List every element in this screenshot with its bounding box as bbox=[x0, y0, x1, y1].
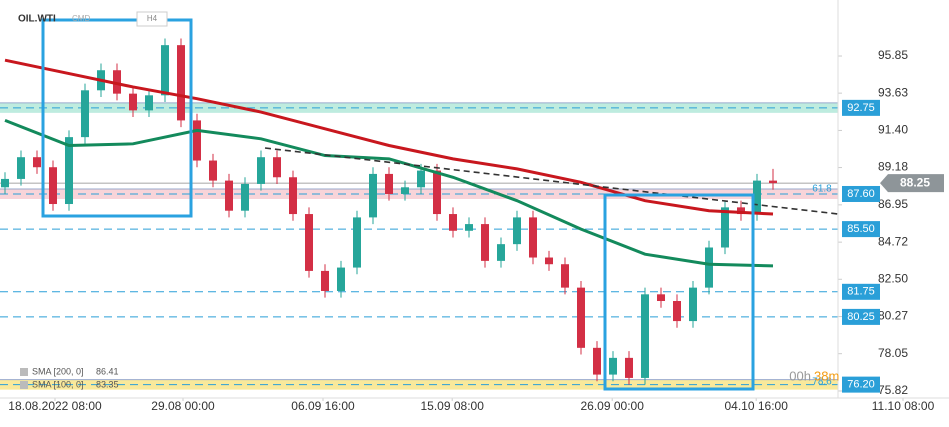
candle-body bbox=[257, 157, 265, 184]
candle-body bbox=[497, 244, 505, 261]
level-label: 92.75 bbox=[847, 102, 875, 114]
subtitle: CMD bbox=[72, 14, 90, 23]
candle-body bbox=[609, 357, 617, 375]
x-tick-label: 26.09 00:00 bbox=[580, 399, 644, 413]
x-tick-label: 06.09 16:00 bbox=[291, 399, 355, 413]
timeframe-box[interactable] bbox=[136, 11, 168, 27]
y-tick-label: 93.63 bbox=[878, 85, 908, 99]
candle-body bbox=[113, 70, 121, 94]
candle-body bbox=[753, 180, 761, 215]
candle-body bbox=[225, 180, 233, 211]
countdown-minutes: 38m bbox=[814, 368, 839, 383]
candle-body bbox=[705, 247, 713, 288]
y-tick-label: 80.27 bbox=[878, 309, 908, 323]
y-tick-label: 78.05 bbox=[878, 346, 908, 360]
level-label-box bbox=[842, 283, 880, 300]
x-tick-label: 15.09 08:00 bbox=[420, 399, 484, 413]
candle-body bbox=[577, 287, 585, 348]
x-tick-label: 04.10 16:00 bbox=[724, 399, 788, 413]
level-label: 85.50 bbox=[847, 223, 875, 235]
last-price-label: 88.25 bbox=[900, 175, 930, 189]
candle-body bbox=[513, 217, 521, 245]
candle-body bbox=[417, 170, 425, 188]
x-tick-label: 11.10 08:00 bbox=[872, 399, 935, 413]
candle-body bbox=[289, 177, 297, 215]
legend-name: SMA [100, 0] bbox=[32, 379, 84, 389]
candle-body bbox=[305, 214, 313, 271]
level-label: 81.75 bbox=[847, 286, 875, 298]
level-label-box bbox=[842, 185, 880, 202]
candle-body bbox=[465, 224, 473, 231]
legend-swatch bbox=[20, 368, 28, 376]
candle-body bbox=[321, 270, 329, 291]
x-tick-label: 29.08 00:00 bbox=[151, 399, 215, 413]
legend-name: SMA [200, 0] bbox=[32, 366, 84, 376]
candle-body bbox=[1, 178, 9, 188]
candle-body bbox=[337, 267, 345, 291]
candle-body bbox=[193, 120, 201, 161]
y-tick-label: 89.18 bbox=[878, 160, 908, 174]
candle-body bbox=[401, 187, 409, 194]
candle-body bbox=[65, 137, 73, 205]
level-label-box bbox=[842, 221, 880, 238]
candle-body bbox=[33, 157, 41, 168]
candle-body bbox=[545, 257, 553, 265]
candle-body bbox=[625, 357, 633, 378]
candle-body bbox=[177, 45, 185, 121]
candle-body bbox=[49, 167, 57, 205]
candle-body bbox=[673, 301, 681, 322]
y-tick-label: 82.50 bbox=[878, 271, 908, 285]
fib-label: 61.8 bbox=[812, 184, 832, 195]
y-tick-label: 95.85 bbox=[878, 48, 908, 62]
y-tick-label: 86.95 bbox=[878, 197, 908, 211]
box-drawing bbox=[603, 193, 755, 391]
candle-body bbox=[769, 180, 777, 184]
sma-line bbox=[4, 119, 774, 268]
candle-body bbox=[561, 264, 569, 288]
candle-body bbox=[273, 157, 281, 178]
candle-body bbox=[145, 95, 153, 111]
candle-body bbox=[737, 207, 745, 215]
legend-value: 83.35 bbox=[96, 379, 119, 389]
candle-body bbox=[353, 217, 361, 268]
legend-swatch bbox=[20, 381, 28, 389]
candle-body bbox=[481, 224, 489, 261]
candle-body bbox=[209, 160, 217, 181]
level-label: 76.20 bbox=[847, 379, 875, 391]
trend-line bbox=[264, 147, 839, 215]
box-drawing bbox=[41, 18, 193, 218]
chart-title: OIL.WTI bbox=[18, 14, 56, 25]
candle-body bbox=[161, 45, 169, 96]
sma-line bbox=[4, 58, 774, 216]
candle-body bbox=[689, 287, 697, 322]
candle-body bbox=[241, 183, 249, 211]
candle-body bbox=[657, 294, 665, 302]
level-label-box bbox=[842, 308, 880, 325]
candle-body bbox=[385, 173, 393, 194]
candle-body bbox=[529, 217, 537, 258]
y-tick-label: 84.72 bbox=[878, 234, 908, 248]
fib-label: 78.6 bbox=[812, 377, 832, 388]
level-label-box bbox=[842, 376, 880, 393]
level-label: 80.25 bbox=[847, 311, 875, 323]
candle-body bbox=[593, 347, 601, 375]
candle-body bbox=[369, 173, 377, 218]
candle-body bbox=[433, 170, 441, 215]
countdown-hours: 00h bbox=[789, 368, 811, 383]
last-price-box bbox=[880, 174, 944, 193]
candle-body bbox=[17, 157, 25, 179]
candle-body bbox=[449, 214, 457, 231]
candle-body bbox=[129, 93, 137, 111]
candle-body bbox=[721, 207, 729, 248]
legend-value: 86.41 bbox=[96, 366, 119, 376]
y-tick-label: 91.40 bbox=[878, 123, 908, 137]
candle-body bbox=[641, 294, 649, 378]
level-label: 87.60 bbox=[847, 188, 875, 200]
y-tick-label: 75.82 bbox=[878, 383, 908, 397]
x-tick-label: 18.08.2022 08:00 bbox=[8, 399, 102, 413]
timeframe[interactable]: H4 bbox=[147, 14, 158, 23]
level-label-box bbox=[842, 99, 880, 116]
candle-body bbox=[81, 90, 89, 138]
